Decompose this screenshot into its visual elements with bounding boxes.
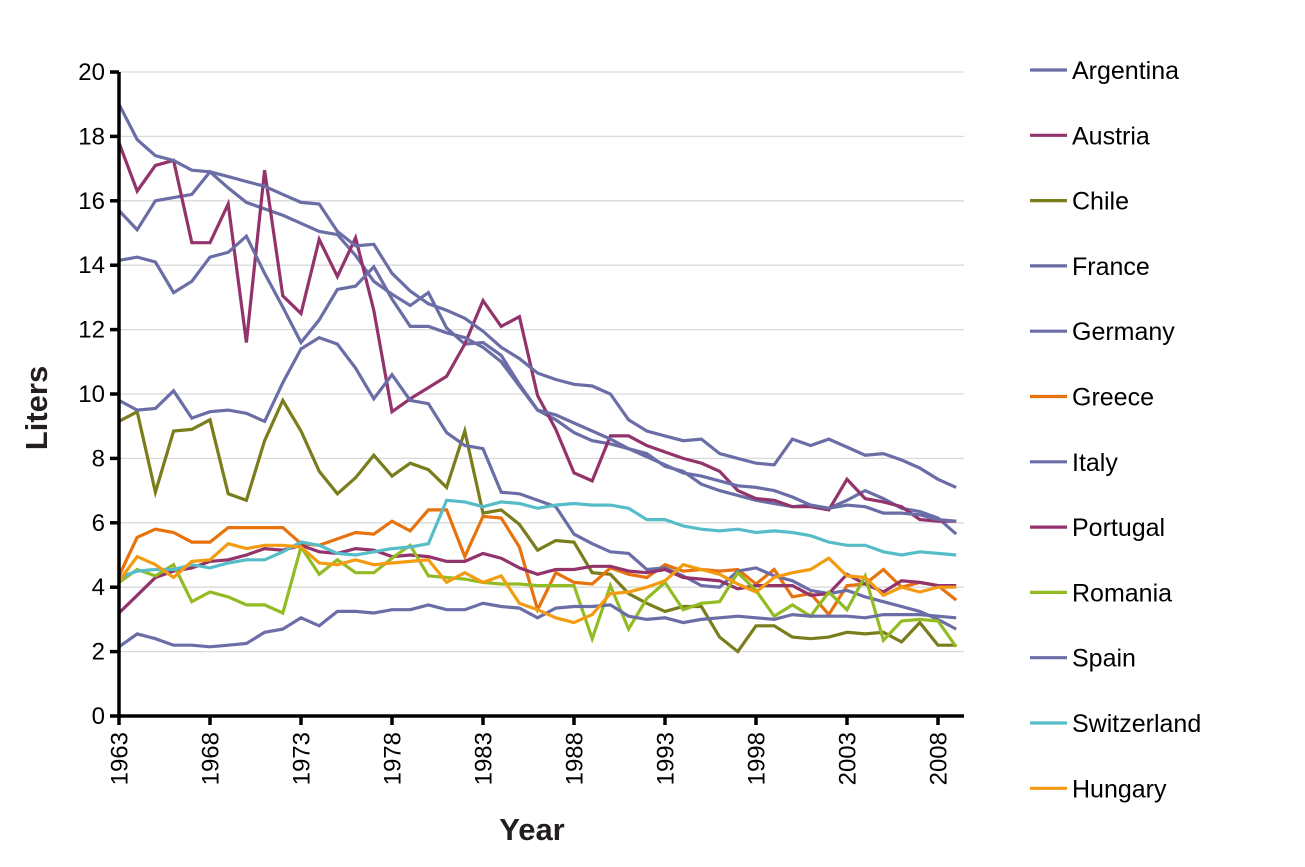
axes bbox=[117, 72, 964, 718]
series-line-chile bbox=[118, 396, 957, 654]
x-tick-label: 1998 bbox=[744, 732, 771, 785]
series-lines bbox=[117, 103, 958, 654]
y-axis-title: Liters bbox=[19, 366, 54, 450]
x-tick-label: 1968 bbox=[198, 732, 225, 785]
legend-label: Hungary bbox=[1072, 775, 1167, 803]
legend-item-argentina: Argentina bbox=[1030, 57, 1179, 85]
legend-label: Austria bbox=[1072, 122, 1150, 150]
legend-label: Spain bbox=[1072, 645, 1136, 673]
x-tick-label: 1993 bbox=[653, 732, 680, 785]
x-tick-label: 1973 bbox=[289, 732, 316, 785]
legend-item-spain: Spain bbox=[1030, 645, 1136, 673]
x-axis-title: Year bbox=[499, 812, 565, 847]
y-tick-label: 2 bbox=[92, 639, 105, 666]
legend-item-switzerland: Switzerland bbox=[1030, 710, 1201, 738]
x-tick-label: 2003 bbox=[835, 732, 862, 785]
y-tick-label: 6 bbox=[92, 510, 105, 537]
legend-item-italy: Italy bbox=[1030, 449, 1118, 477]
series-line-germany bbox=[118, 233, 957, 523]
y-tick-label: 4 bbox=[92, 574, 105, 601]
y-tick-label: 14 bbox=[78, 252, 105, 279]
legend-item-austria: Austria bbox=[1030, 122, 1150, 150]
legend-label: Greece bbox=[1072, 384, 1154, 412]
y-tick-label: 8 bbox=[92, 445, 105, 472]
y-tick-label: 16 bbox=[78, 188, 105, 215]
series-line-hungary bbox=[117, 541, 957, 625]
y-tick-label: 12 bbox=[78, 317, 105, 344]
y-tick-label: 0 bbox=[92, 703, 105, 730]
series-line-romania bbox=[118, 542, 958, 648]
series-line-switzerland bbox=[118, 498, 957, 580]
legend-label: Germany bbox=[1072, 318, 1175, 346]
legend-item-chile: Chile bbox=[1030, 188, 1129, 216]
x-tick-label: 1963 bbox=[107, 732, 134, 785]
x-tick-label: 1978 bbox=[380, 732, 407, 785]
series-line-portugal bbox=[117, 543, 957, 615]
series-line-italy bbox=[118, 335, 957, 631]
legend-label: Chile bbox=[1072, 188, 1129, 216]
y-tick-label: 20 bbox=[78, 59, 105, 86]
series-line-greece bbox=[117, 508, 958, 618]
legend-item-portugal: Portugal bbox=[1030, 514, 1165, 542]
x-axis-ticks: 1963 1968 1973 1978 1983 1988 1993 1998 2003 2008 bbox=[107, 716, 953, 785]
y-tick-label: 10 bbox=[78, 381, 105, 408]
legend-item-germany: Germany bbox=[1030, 318, 1175, 346]
legend-label: Argentina bbox=[1072, 57, 1179, 85]
y-axis-ticks: 0 2 4 6 8 10 12 14 16 18 20 bbox=[78, 59, 119, 730]
x-tick-label: 2008 bbox=[926, 732, 953, 785]
series-line-argentina bbox=[117, 169, 958, 536]
series-line-france bbox=[117, 103, 957, 489]
x-tick-label: 1988 bbox=[562, 732, 589, 785]
legend-item-romania: Romania bbox=[1030, 579, 1172, 607]
legend-item-france: France bbox=[1030, 253, 1150, 281]
legend-item-greece: Greece bbox=[1030, 384, 1154, 412]
series-line-spain bbox=[118, 601, 957, 649]
y-tick-label: 18 bbox=[78, 123, 105, 150]
legend-label: Italy bbox=[1072, 449, 1118, 477]
legend-label: Switzerland bbox=[1072, 710, 1201, 738]
legend: Argentina Austria Chile France Germany Greece… bbox=[1030, 57, 1201, 803]
legend-item-hungary: Hungary bbox=[1030, 775, 1167, 803]
legend-label: France bbox=[1072, 253, 1150, 281]
legend-label: Portugal bbox=[1072, 514, 1165, 542]
legend-label: Romania bbox=[1072, 579, 1172, 607]
x-tick-label: 1983 bbox=[471, 732, 498, 785]
